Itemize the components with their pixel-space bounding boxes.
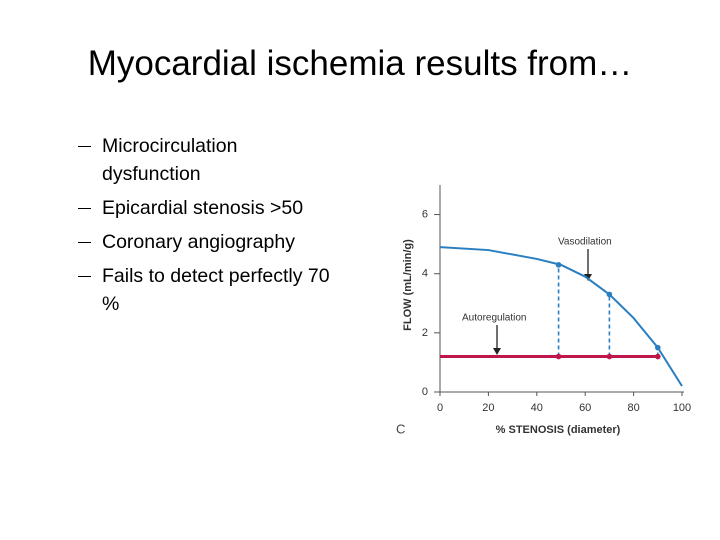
point: [655, 353, 661, 360]
slide-title: Myocardial ischemia results from…: [87, 44, 633, 83]
y-tick-label: 4: [422, 268, 428, 280]
x-tick-label: 20: [482, 402, 494, 414]
point: [606, 353, 613, 360]
annotation: Vasodilation: [558, 237, 612, 248]
y-axis-label: FLOW (mL/min/g): [402, 239, 414, 331]
bullet-text: Epicardial stenosis >50: [102, 197, 304, 219]
point: [555, 262, 562, 268]
x-tick-label: 60: [579, 402, 591, 414]
bullet: Coronary angiography: [78, 228, 348, 256]
panel-label: C: [396, 421, 405, 436]
bullet: Microcirculation dysfunction: [78, 132, 348, 188]
bullet-text: Microcirculation dysfunction: [102, 135, 238, 185]
y-tick-label: 2: [422, 327, 428, 339]
x-tick-label: 40: [531, 402, 543, 414]
point: [655, 344, 661, 351]
x-tick-label: 80: [627, 402, 639, 414]
x-tick-label: 100: [673, 402, 691, 414]
bullet-text: Coronary angiography: [102, 231, 295, 253]
bullet: Fails to detect perfectly 70 %: [78, 262, 348, 318]
bullet: Epicardial stenosis >50: [78, 194, 348, 222]
bullet-dash: [78, 276, 91, 277]
bullet-list: Microcirculation dysfunction Epicardial s…: [78, 132, 348, 324]
arrow-head: [493, 348, 501, 355]
point: [606, 291, 613, 298]
flow-curve: [439, 246, 683, 387]
bullet-text: Fails to detect perfectly 70 %: [102, 265, 330, 315]
bullet-dash: [78, 242, 91, 243]
x-tick-label: 0: [437, 402, 443, 414]
y-tick-label: 6: [422, 208, 428, 220]
annotation: Autoregulation: [462, 313, 527, 324]
bullet-dash: [78, 146, 91, 147]
bullet-dash: [78, 208, 91, 209]
y-tick-label: 0: [422, 386, 428, 398]
point: [555, 353, 562, 360]
x-axis-label: % STENOSIS (diameter): [496, 424, 621, 436]
